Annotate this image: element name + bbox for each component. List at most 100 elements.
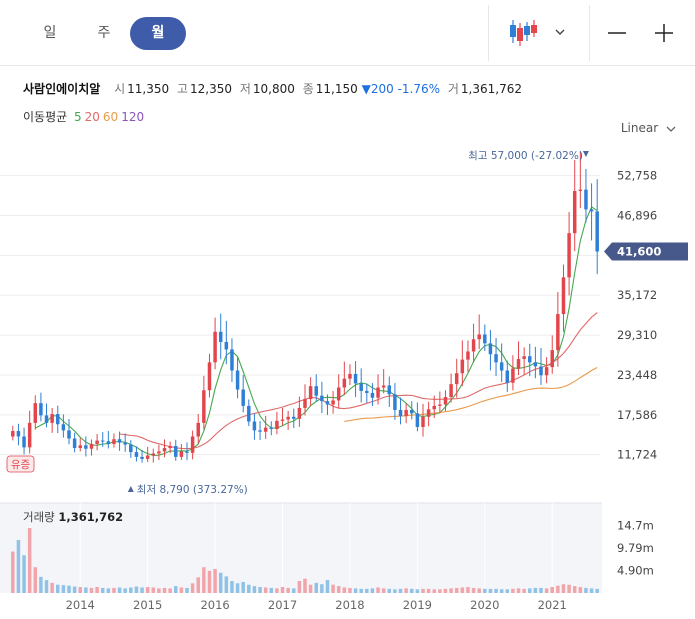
scale-toggle[interactable]: Linear (621, 121, 677, 135)
change-value: ▼200 (361, 82, 394, 96)
candle-body (303, 399, 307, 408)
volume-bar (157, 588, 161, 593)
volume-bar (505, 589, 510, 593)
volume-bar (488, 588, 493, 593)
volume-bar (168, 588, 172, 593)
current-price-label: 41,600 (617, 245, 661, 259)
ma5-line (35, 206, 598, 456)
volume-bar (561, 584, 566, 593)
volume-bar (398, 588, 403, 593)
candle-body (477, 334, 481, 340)
volume-bar (50, 582, 54, 593)
x-tick-label: 2014 (66, 598, 95, 612)
volume-bar (572, 586, 577, 593)
volume-bar (252, 586, 257, 593)
low-label: 저 (239, 82, 251, 96)
volume-bar (241, 581, 245, 593)
candle-body (353, 373, 358, 384)
volume-bar (544, 588, 549, 593)
volume-bar (269, 587, 274, 593)
candle-body (235, 370, 240, 390)
candle-body (410, 409, 414, 414)
candle-body (157, 451, 161, 454)
candle-body (297, 407, 302, 419)
candlestick-icon (510, 20, 537, 46)
candle-body (56, 414, 60, 425)
candle-body (544, 367, 549, 376)
volume-tick-label: 14.7m (617, 518, 654, 532)
volume-bar (140, 587, 144, 593)
volume-bar (393, 589, 397, 593)
candle-body (241, 389, 245, 406)
volume-bar (106, 588, 111, 593)
volume-bar (16, 540, 21, 593)
volume-bar (410, 588, 414, 593)
volume-tick-label: 4.90m (617, 563, 654, 577)
candle-body (404, 409, 408, 417)
chart-type-selector[interactable] (498, 17, 578, 49)
zoom-out-button[interactable] (603, 17, 631, 49)
volume-title: 거래량 1,361,762 (23, 510, 123, 524)
candle-body (454, 373, 459, 385)
candle-body (196, 422, 200, 437)
annotations: 최고 57,000 (-27.02%) 최저 8,790 (373.27%) 유증 (6, 150, 589, 496)
volume-bar (196, 577, 200, 593)
candle-body (528, 356, 532, 363)
tab-day[interactable]: 일 (43, 25, 57, 41)
y-tick-label: 29,310 (617, 328, 657, 342)
candle-body (314, 386, 318, 396)
rights-offering-badge (6, 455, 35, 473)
volume-series (11, 528, 599, 593)
candle-body (84, 445, 88, 449)
volume-bar (134, 586, 139, 593)
volume-bar (123, 588, 127, 593)
zoom-in-button[interactable] (650, 17, 678, 49)
candle-body (550, 350, 554, 368)
volume-bar (595, 588, 599, 593)
volume-bar (84, 587, 88, 593)
ma-legend-60: 60 (102, 110, 119, 124)
candle-body (151, 453, 156, 456)
ma60-line (344, 367, 598, 422)
candle-body (50, 414, 54, 423)
candle-body (106, 441, 111, 444)
candle-body (595, 211, 599, 252)
volume-bar (511, 588, 515, 593)
volume-bar (179, 587, 184, 593)
candle-body (224, 341, 229, 350)
volume-bar (27, 528, 32, 593)
tab-week[interactable]: 주 (97, 25, 111, 41)
volume-bar (449, 588, 453, 593)
volume-bar (275, 588, 279, 593)
candle-body (359, 383, 363, 391)
volume-bar (129, 587, 133, 593)
moving-average-legend: 이동평균 5 20 60 120 (23, 108, 147, 125)
candle-body (539, 366, 543, 376)
current-price-tag (604, 242, 688, 261)
volume-bar (466, 587, 470, 593)
volume-bar (185, 587, 189, 593)
candle-body (494, 354, 498, 363)
ma-legend-20: 20 (84, 110, 100, 124)
candle-body (511, 368, 515, 383)
volume-bar (522, 588, 526, 593)
candle-body (263, 427, 268, 432)
volume-bar (494, 588, 498, 593)
volume-panel: 거래량 1,361,762 (0, 502, 602, 593)
toolbar-divider (488, 5, 489, 61)
candle-body (72, 438, 77, 449)
candle-body (33, 403, 38, 423)
volume-bar (381, 588, 386, 593)
volume-panel-background (0, 503, 602, 593)
candle-body (44, 415, 49, 423)
plus-icon (655, 24, 673, 42)
volume-bar (61, 585, 66, 593)
volume-bar (78, 587, 82, 593)
tab-month[interactable]: 월 (130, 17, 186, 50)
volume-bar (404, 588, 408, 593)
candle-body (471, 339, 476, 352)
volume-bar (426, 588, 431, 593)
candle-body (432, 405, 436, 410)
volume-bar (578, 587, 583, 593)
